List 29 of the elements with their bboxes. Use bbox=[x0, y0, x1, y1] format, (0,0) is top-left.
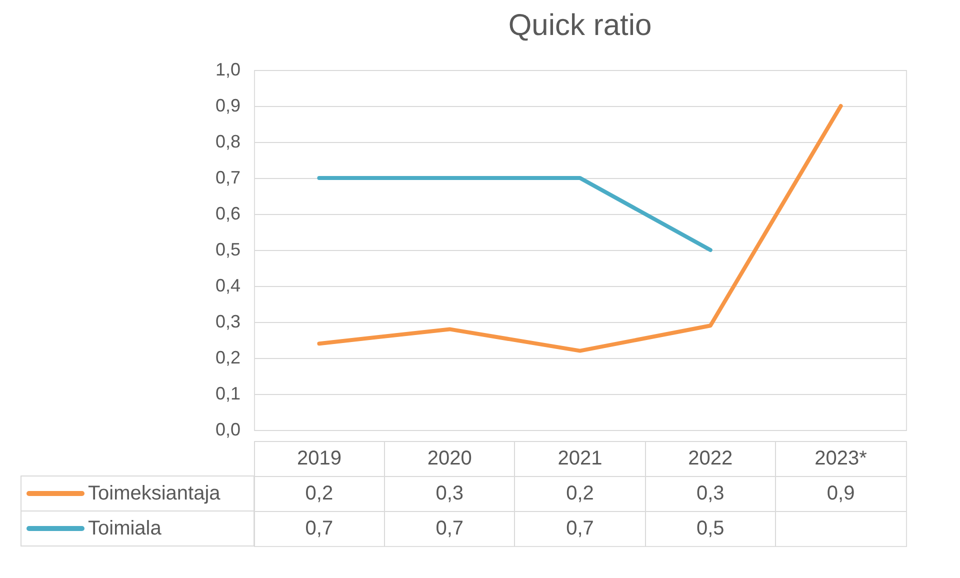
y-tick-label: 0,9 bbox=[215, 96, 240, 116]
legend-label: Toimiala bbox=[88, 518, 162, 540]
y-tick-label: 0,1 bbox=[215, 384, 240, 404]
x-tick-label: 2023* bbox=[814, 448, 868, 470]
x-tick-label: 2022 bbox=[688, 448, 733, 470]
data-label: 0,3 bbox=[436, 482, 464, 504]
y-tick-label: 0,0 bbox=[215, 420, 240, 440]
y-tick-label: 0,5 bbox=[215, 240, 240, 260]
data-label: 0,9 bbox=[826, 482, 855, 504]
data-label: 0,2 bbox=[305, 482, 334, 504]
y-tick-label: 0,3 bbox=[215, 312, 240, 332]
y-tick-label: 0,6 bbox=[215, 204, 240, 224]
x-tick-label: 2020 bbox=[427, 448, 472, 470]
x-tick-label: 2019 bbox=[296, 448, 342, 470]
legend-label: Toimeksiantaja bbox=[88, 482, 222, 504]
data-label: 0,3 bbox=[696, 482, 724, 504]
y-tick-label: 0,2 bbox=[215, 348, 240, 368]
y-tick-label: 1,0 bbox=[215, 60, 240, 80]
y-tick-label: 0,8 bbox=[215, 132, 240, 152]
data-label: 0,7 bbox=[305, 518, 334, 540]
data-label: 0,2 bbox=[566, 482, 594, 504]
x-tick-label: 2021 bbox=[558, 448, 602, 470]
line-series bbox=[317, 104, 843, 353]
y-tick-label: 0,7 bbox=[215, 168, 240, 188]
data-label: 0,7 bbox=[436, 518, 464, 540]
data-label: 0,7 bbox=[566, 518, 594, 540]
chart-title: Quick ratio bbox=[508, 9, 652, 42]
y-tick-label: 0,4 bbox=[215, 276, 240, 296]
data-label: 0,5 bbox=[696, 518, 724, 540]
